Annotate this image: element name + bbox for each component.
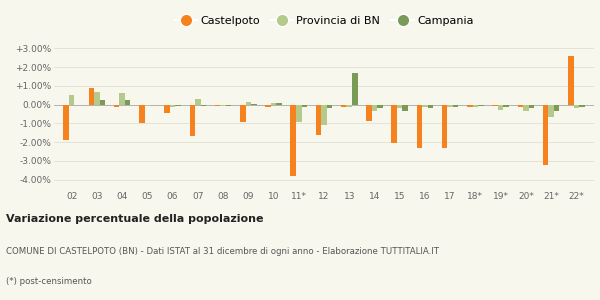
Bar: [366, 105, 371, 121]
Bar: [478, 105, 484, 106]
Bar: [170, 105, 175, 106]
Bar: [245, 102, 251, 105]
Bar: [277, 103, 282, 105]
Bar: [554, 105, 559, 111]
Bar: [64, 105, 69, 140]
Bar: [529, 105, 534, 108]
Bar: [195, 99, 200, 105]
Legend: Castelpoto, Provincia di BN, Campania: Castelpoto, Provincia di BN, Campania: [170, 12, 478, 30]
Bar: [442, 105, 448, 148]
Bar: [125, 100, 130, 105]
Bar: [69, 95, 74, 105]
Bar: [220, 105, 226, 106]
Bar: [493, 105, 498, 106]
Bar: [190, 105, 195, 136]
Bar: [377, 105, 383, 108]
Bar: [568, 56, 574, 105]
Bar: [321, 105, 327, 125]
Bar: [523, 105, 529, 111]
Bar: [215, 105, 220, 106]
Bar: [251, 104, 257, 105]
Bar: [296, 105, 302, 122]
Bar: [498, 105, 503, 110]
Bar: [100, 100, 105, 105]
Bar: [164, 105, 170, 113]
Bar: [391, 105, 397, 143]
Bar: [94, 92, 100, 105]
Bar: [416, 105, 422, 148]
Text: COMUNE DI CASTELPOTO (BN) - Dati ISTAT al 31 dicembre di ogni anno - Elaborazion: COMUNE DI CASTELPOTO (BN) - Dati ISTAT a…: [6, 248, 439, 256]
Bar: [473, 105, 478, 107]
Bar: [89, 88, 94, 105]
Bar: [145, 105, 150, 106]
Bar: [226, 105, 232, 106]
Bar: [403, 105, 408, 111]
Bar: [240, 105, 245, 122]
Bar: [327, 105, 332, 108]
Bar: [467, 105, 473, 106]
Bar: [453, 105, 458, 107]
Bar: [503, 105, 509, 106]
Bar: [422, 105, 428, 106]
Bar: [114, 105, 119, 107]
Bar: [175, 105, 181, 106]
Bar: [139, 105, 145, 123]
Bar: [548, 105, 554, 117]
Bar: [200, 105, 206, 106]
Bar: [518, 105, 523, 106]
Bar: [371, 105, 377, 111]
Bar: [397, 105, 403, 108]
Bar: [543, 105, 548, 165]
Bar: [579, 105, 584, 106]
Bar: [265, 105, 271, 106]
Bar: [316, 105, 321, 135]
Bar: [448, 105, 453, 107]
Bar: [290, 105, 296, 176]
Bar: [271, 103, 277, 105]
Bar: [428, 105, 433, 108]
Text: Variazione percentuale della popolazione: Variazione percentuale della popolazione: [6, 214, 263, 224]
Bar: [574, 105, 579, 108]
Bar: [302, 105, 307, 106]
Bar: [119, 93, 125, 105]
Text: (*) post-censimento: (*) post-censimento: [6, 278, 92, 286]
Bar: [341, 105, 346, 106]
Bar: [346, 105, 352, 107]
Bar: [352, 73, 358, 105]
